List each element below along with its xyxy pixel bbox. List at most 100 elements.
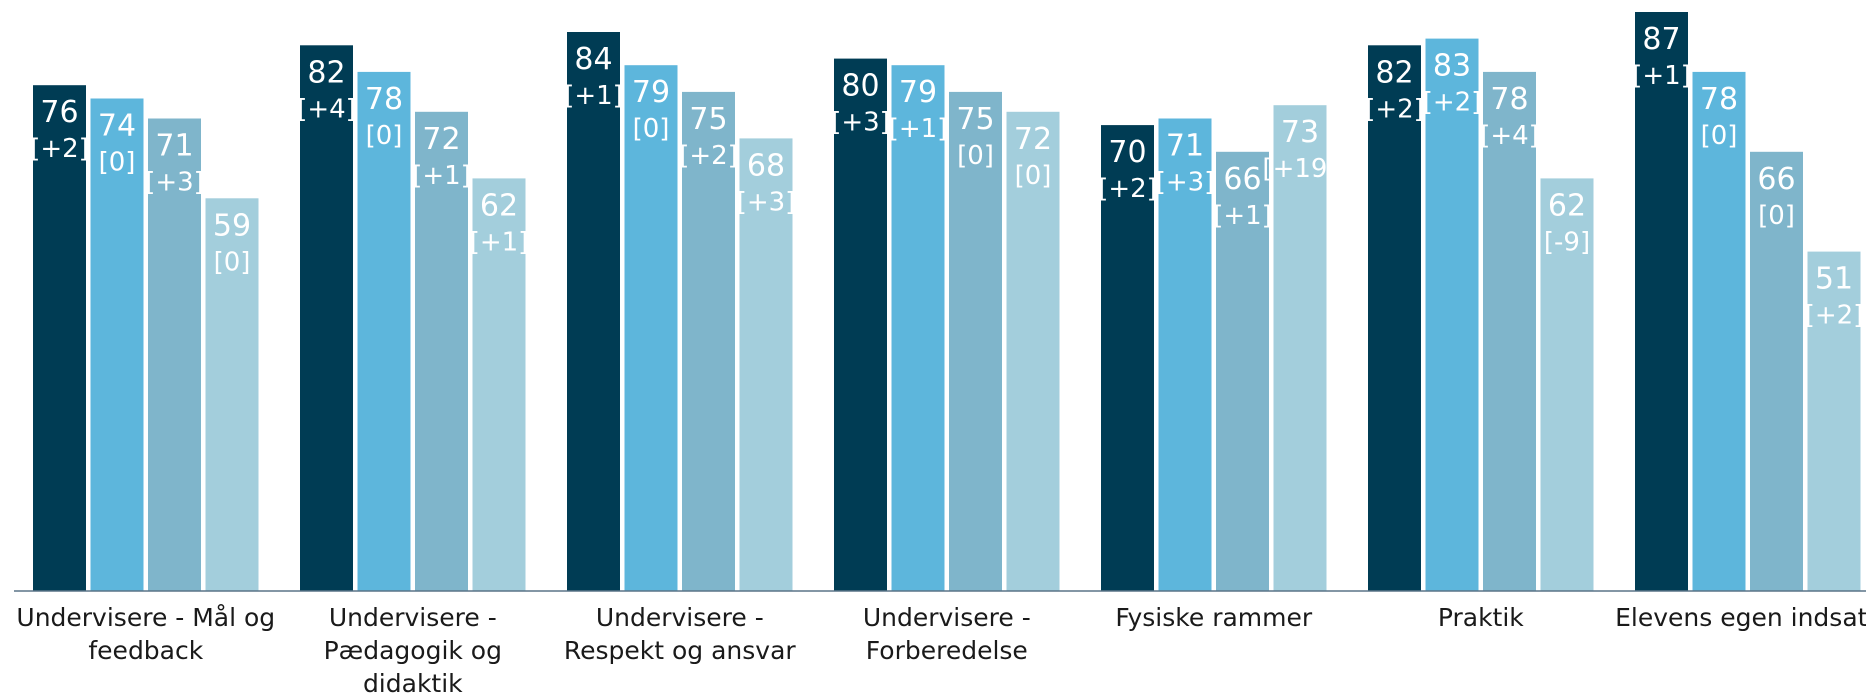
change-label-series3-cat4: [0] (957, 141, 994, 171)
bar-series4-cat4 (1006, 111, 1060, 592)
category-label-4-line2: Forberedelse (866, 636, 1028, 665)
bar-series4-cat1 (205, 198, 259, 592)
value-label-series1-cat7: 87 (1642, 22, 1680, 57)
bar-series1-cat5 (1101, 125, 1154, 591)
category-label-4-line1: Undervisere - (863, 603, 1031, 632)
change-label-series2-cat1: [0] (99, 148, 136, 178)
value-label-series3-cat3: 75 (689, 102, 727, 137)
bar-series1-cat6 (1368, 45, 1421, 592)
change-label-series4-cat3: [+3] (737, 187, 796, 217)
bar-series3-cat6 (1483, 71, 1536, 591)
category-label-6-line1: Praktik (1438, 603, 1524, 632)
change-label-series1-cat7: [+1] (1632, 61, 1691, 91)
bar-series3-cat7 (1750, 151, 1803, 592)
bar-series2-cat1 (90, 98, 144, 591)
category-label-1-line2: feedback (88, 636, 203, 665)
change-label-series3-cat3: [+2] (679, 141, 738, 171)
bar-series3-cat5 (1216, 151, 1269, 592)
value-label-series1-cat1: 76 (40, 95, 78, 130)
value-label-series3-cat4: 75 (956, 102, 994, 137)
change-label-series3-cat6: [+4] (1480, 121, 1539, 151)
value-label-series3-cat1: 71 (155, 129, 193, 164)
bar-series4-cat6 (1540, 178, 1594, 591)
category-labels-group: Undervisere - Mål og feedback Undervisere … (16, 603, 1866, 694)
value-label-series1-cat6: 82 (1375, 55, 1413, 90)
category-label-7-line1: Elevens egen indsats (1615, 603, 1866, 632)
bar-series2-cat7 (1692, 71, 1746, 591)
change-label-series4-cat6: [-9] (1544, 227, 1590, 257)
change-label-series1-cat6: [+2] (1365, 94, 1424, 124)
bar-series3-cat1 (148, 118, 201, 591)
value-label-series4-cat6: 62 (1548, 188, 1586, 223)
category-label-2-line3: didaktik (363, 669, 463, 694)
change-label-series4-cat2: [+1] (470, 227, 529, 257)
value-label-series2-cat5: 71 (1166, 129, 1204, 164)
value-label-series4-cat7: 51 (1815, 262, 1853, 297)
value-label-series4-cat2: 62 (480, 188, 518, 223)
change-label-series4-cat5: [+19] (1262, 154, 1337, 184)
bar-series2-cat4 (891, 65, 945, 591)
value-label-series1-cat5: 70 (1108, 135, 1146, 170)
bar-series4-cat7 (1807, 251, 1861, 591)
category-label-3-line2: Respekt og ansvar (564, 636, 797, 665)
category-label-1-line1: Undervisere - Mål og (16, 603, 275, 632)
bar-series4-cat3 (739, 138, 793, 591)
value-label-series3-cat6: 78 (1490, 82, 1528, 117)
value-label-series3-cat5: 66 (1223, 162, 1261, 197)
change-label-series2-cat7: [0] (1701, 121, 1738, 151)
change-label-series2-cat2: [0] (366, 121, 403, 151)
bar-series1-cat1 (33, 85, 86, 591)
change-label-series3-cat7: [0] (1758, 201, 1795, 231)
change-label-series3-cat2: [+1] (412, 161, 471, 191)
change-label-series1-cat2: [+4] (297, 94, 356, 124)
bar-series3-cat4 (949, 91, 1002, 592)
value-labels-group: 76 [+2] 74 [0] 71 [+3] 59 [0] 82 [+4] 78 [0] 72 [+1] 6… (30, 22, 1863, 331)
change-label-series1-cat5: [+2] (1098, 174, 1157, 204)
change-label-series1-cat1: [+2] (30, 134, 89, 164)
change-label-series4-cat4: [0] (1015, 161, 1052, 191)
change-label-series3-cat1: [+3] (145, 168, 204, 198)
value-label-series2-cat1: 74 (98, 109, 136, 144)
change-label-series3-cat5: [+1] (1213, 201, 1272, 231)
bar-series2-cat5 (1158, 118, 1212, 591)
change-label-series2-cat4: [+1] (889, 114, 948, 144)
category-label-2-line2: Pædagogik og (324, 636, 502, 665)
change-label-series2-cat3: [0] (633, 114, 670, 144)
bar-series1-cat3 (567, 32, 620, 591)
value-label-series2-cat4: 79 (899, 75, 937, 110)
value-label-series1-cat3: 84 (574, 42, 612, 77)
bar-series3-cat3 (682, 91, 735, 592)
value-label-series2-cat2: 78 (365, 82, 403, 117)
bar-series1-cat7 (1635, 12, 1688, 591)
change-label-series1-cat3: [+1] (564, 81, 623, 111)
change-label-series2-cat6: [+2] (1423, 88, 1482, 118)
category-label-2-line1: Undervisere - (329, 603, 497, 632)
bar-series4-cat2 (472, 178, 526, 591)
value-label-series2-cat6: 83 (1433, 49, 1471, 84)
value-label-series4-cat1: 59 (213, 208, 251, 243)
bar-series4-cat5 (1273, 105, 1327, 591)
value-label-series4-cat3: 68 (747, 148, 785, 183)
value-label-series2-cat7: 78 (1700, 82, 1738, 117)
change-label-series1-cat4: [+3] (831, 108, 890, 138)
bar-series1-cat4 (834, 58, 887, 592)
category-label-5-line1: Fysiske rammer (1115, 603, 1312, 632)
bar-series1-cat2 (300, 45, 353, 592)
change-label-series4-cat7: [+2] (1805, 301, 1864, 331)
change-label-series2-cat5: [+3] (1156, 168, 1215, 198)
category-label-3-line1: Undervisere - (596, 603, 764, 632)
bar-series3-cat2 (415, 111, 468, 592)
value-label-series4-cat5: 73 (1281, 115, 1319, 150)
bar-series2-cat2 (357, 71, 411, 591)
value-label-series4-cat4: 72 (1014, 122, 1052, 157)
bars-group (33, 12, 1861, 592)
change-label-series4-cat1: [0] (214, 247, 251, 277)
value-label-series1-cat2: 82 (307, 55, 345, 90)
value-label-series1-cat4: 80 (841, 69, 879, 104)
value-label-series3-cat7: 66 (1757, 162, 1795, 197)
value-label-series3-cat2: 72 (422, 122, 460, 157)
bar-series2-cat6 (1425, 38, 1479, 592)
bar-series2-cat3 (624, 65, 678, 591)
value-label-series2-cat3: 79 (632, 75, 670, 110)
